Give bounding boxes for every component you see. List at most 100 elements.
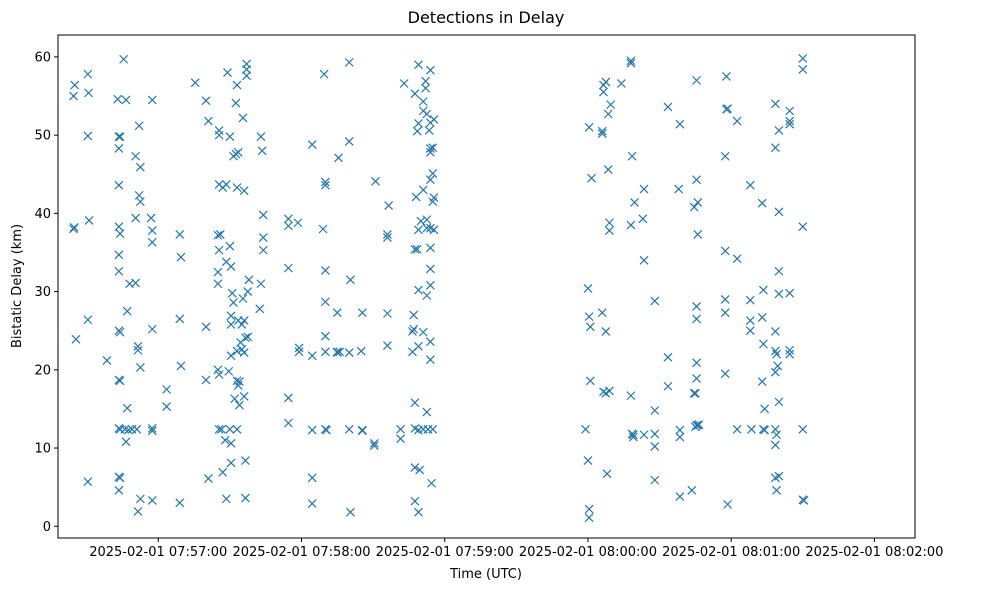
data-point [723, 499, 733, 509]
data-point [429, 225, 439, 235]
x-tick-label: 2025-02-01 07:58:00 [232, 545, 370, 560]
data-point [757, 198, 767, 208]
data-point [243, 332, 253, 342]
data-point [293, 218, 303, 228]
data-point [226, 311, 236, 321]
data-point [650, 406, 660, 415]
data-point [798, 495, 808, 505]
data-point [650, 442, 660, 451]
data-point [335, 347, 345, 357]
data-point [692, 302, 701, 311]
data-point [244, 275, 254, 285]
data-point [774, 126, 784, 135]
data-point [772, 485, 781, 495]
data-point [131, 213, 141, 223]
data-point [425, 144, 435, 153]
data-point [639, 430, 649, 440]
data-point [383, 309, 392, 318]
data-point [224, 366, 234, 376]
data-point [176, 361, 186, 371]
data-point [320, 177, 330, 187]
x-tick-label: 2025-02-01 07:59:00 [376, 545, 514, 560]
data-point [606, 100, 616, 110]
data-point [693, 197, 703, 207]
data-point [238, 113, 248, 123]
data-point [422, 215, 432, 225]
data-point [422, 223, 432, 233]
data-point [114, 266, 124, 276]
x-tick-label: 2025-02-01 08:00:00 [519, 545, 657, 560]
data-point [147, 496, 157, 505]
data-point [410, 496, 420, 506]
data-point [232, 424, 242, 434]
data-point [218, 467, 228, 477]
data-point [627, 151, 637, 161]
data-point [585, 376, 595, 386]
data-point [638, 214, 648, 224]
data-point [425, 175, 435, 185]
data-point [410, 463, 420, 473]
data-point [626, 56, 636, 66]
data-point [798, 424, 808, 434]
y-axis-label: Bistatic Delay (km) [10, 224, 25, 348]
data-point [226, 320, 236, 329]
data-point [223, 68, 232, 77]
x-tick-label: 2025-02-01 08:02:00 [805, 545, 943, 560]
data-point [650, 475, 660, 485]
data-point [123, 425, 133, 435]
data-point [122, 306, 132, 316]
data-point [115, 327, 125, 337]
data-point [770, 99, 780, 109]
y-tick-label: 20 [34, 363, 51, 378]
data-point [114, 485, 124, 495]
data-point [243, 287, 253, 297]
data-point [675, 425, 685, 435]
data-point [121, 437, 131, 447]
data-point [294, 347, 304, 357]
data-point [626, 220, 636, 230]
data-point [427, 478, 437, 488]
data-point [357, 308, 367, 318]
data-point [785, 106, 795, 116]
data-point [583, 456, 593, 465]
data-point [414, 118, 423, 128]
data-point [692, 75, 701, 85]
data-point [83, 315, 93, 325]
data-point [175, 230, 185, 239]
data-point [383, 341, 392, 350]
data-point [412, 244, 422, 254]
data-point [422, 407, 432, 417]
data-point [692, 358, 701, 368]
data-point [239, 348, 249, 358]
data-point [84, 215, 94, 225]
data-point [344, 348, 354, 358]
data-point [114, 222, 124, 232]
data-point [215, 230, 225, 239]
data-point [71, 334, 81, 344]
data-point [239, 316, 249, 325]
data-point [232, 346, 242, 356]
data-point [663, 381, 673, 391]
data-point [115, 473, 125, 483]
data-point [239, 391, 249, 401]
data-point [692, 420, 701, 430]
data-point [760, 425, 770, 435]
data-point [720, 246, 730, 256]
data-point [115, 229, 125, 239]
data-point [240, 493, 250, 503]
data-point [226, 351, 236, 361]
data-point [383, 233, 392, 243]
data-point [213, 230, 223, 240]
data-point [414, 341, 423, 351]
data-point [428, 143, 438, 153]
data-point [414, 225, 423, 235]
data-point [774, 207, 784, 217]
data-point [693, 420, 703, 430]
data-point [745, 295, 755, 305]
data-point [122, 403, 132, 413]
data-point [69, 223, 79, 232]
data-point [369, 441, 379, 451]
data-point [785, 288, 795, 298]
data-point [175, 498, 185, 508]
data-point [693, 230, 703, 239]
